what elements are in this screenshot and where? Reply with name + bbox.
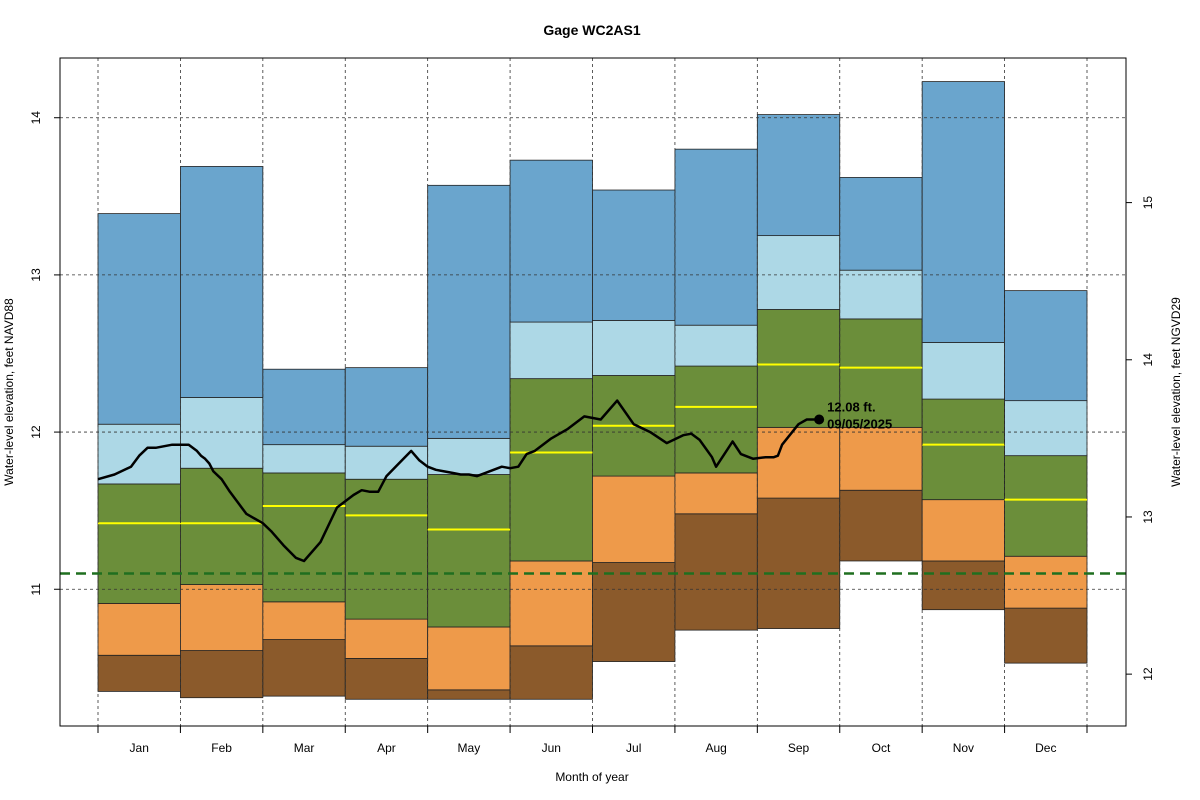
band-band1-dec [1004, 607, 1088, 664]
band-band2-jan [97, 603, 181, 656]
x-tick-label-feb: Feb [211, 741, 232, 755]
band-band1-may [427, 689, 511, 700]
band-band1-oct [839, 489, 923, 562]
x-axis: Jan Feb Mar Apr May Jun Jul Aug Sep Oct Nov Dec [97, 726, 1088, 755]
band-band5-aug [674, 148, 758, 326]
band-band5-oct [839, 177, 923, 271]
current-water-level-line [97, 399, 820, 563]
x-tick-label-jun: Jun [542, 741, 561, 755]
x-tick-label-oct: Oct [872, 741, 891, 755]
current-value-label: 12.08 ft. [827, 400, 875, 415]
band-band4-jun [509, 321, 593, 380]
band-band4-feb [180, 397, 264, 469]
band-band3-may [427, 474, 511, 628]
band-band4-oct [839, 269, 923, 320]
current-series-group: 12.08 ft. 09/05/2025 [97, 399, 892, 563]
x-tick-label-nov: Nov [953, 741, 974, 755]
band-band5-jul [592, 189, 676, 321]
y-axis-label-right: Water-level elevation, feet NGVD29 [1169, 297, 1183, 487]
band-band5-sep [756, 114, 841, 237]
y-axis-left: 11 12 13 14 [29, 111, 60, 596]
band-band3-dec [1004, 455, 1088, 557]
band-band2-aug [674, 472, 758, 515]
band-band2-jul [592, 475, 676, 563]
chart-title: Gage WC2AS1 [543, 22, 640, 38]
band-band4-jul [592, 320, 676, 376]
current-value-marker [814, 414, 825, 425]
x-tick-label-mar: Mar [294, 741, 315, 755]
band-band5-mar [262, 368, 346, 446]
band-band3-feb [180, 467, 264, 585]
band-band2-nov [921, 499, 1005, 562]
band-band2-jun [509, 560, 593, 647]
band-band1-jun [509, 645, 593, 700]
current-date-label: 09/05/2025 [827, 417, 892, 432]
band-band4-nov [921, 342, 1005, 400]
band-band5-apr [344, 367, 429, 447]
band-band1-feb [180, 650, 264, 699]
band-band2-oct [839, 426, 923, 491]
y-axis-label-left: Water-level elevation, feet NAVD88 [2, 298, 16, 486]
band-band2-sep [756, 426, 841, 499]
band-band3-sep [756, 309, 841, 428]
band-band3-jan [97, 483, 181, 604]
y-left-tick-label-13: 13 [29, 268, 43, 282]
band-band4-mar [262, 444, 346, 474]
band-band4-aug [674, 324, 758, 367]
band-band3-nov [921, 398, 1005, 501]
x-tick-label-dec: Dec [1035, 741, 1056, 755]
band-band2-may [427, 626, 511, 691]
band-band2-mar [262, 601, 346, 640]
x-tick-label-may: May [458, 741, 481, 755]
band-band1-mar [262, 639, 346, 697]
band-band2-apr [344, 618, 429, 659]
band-band5-jun [509, 159, 593, 323]
band-band1-jan [97, 654, 181, 692]
grid-lines [60, 58, 1126, 726]
y-right-tick-label-12: 12 [1141, 667, 1155, 681]
y-left-tick-label-14: 14 [29, 111, 43, 125]
band-band4-dec [1004, 400, 1088, 457]
band-band3-jun [509, 378, 593, 562]
x-tick-label-apr: Apr [377, 741, 396, 755]
band-band2-feb [180, 584, 264, 651]
band-band1-aug [674, 513, 758, 631]
band-band5-may [427, 184, 511, 439]
y-right-tick-label-13: 13 [1141, 510, 1155, 524]
band-band4-sep [756, 235, 841, 310]
band-band5-nov [921, 81, 1005, 343]
y-left-tick-label-11: 11 [29, 583, 43, 596]
y-left-tick-label-12: 12 [29, 425, 43, 439]
band-band4-apr [344, 445, 429, 480]
band-band1-sep [756, 497, 841, 629]
y-right-tick-label-15: 15 [1141, 196, 1155, 210]
x-tick-label-jan: Jan [130, 741, 149, 755]
median-lines [98, 363, 1087, 531]
y-axis-right: 12 13 14 15 [1126, 196, 1155, 681]
x-tick-label-sep: Sep [788, 741, 810, 755]
y-right-tick-label-14: 14 [1141, 353, 1155, 367]
band-band1-jul [592, 562, 676, 662]
percentile-bands [97, 81, 1088, 700]
band-band2-dec [1004, 555, 1088, 609]
band-band3-apr [344, 478, 429, 620]
band-band5-dec [1004, 290, 1088, 402]
x-tick-label-aug: Aug [705, 741, 726, 755]
band-band5-feb [180, 166, 264, 398]
x-tick-label-jul: Jul [626, 741, 641, 755]
x-axis-label: Month of year [555, 770, 628, 784]
band-band5-jan [97, 213, 181, 425]
band-band1-nov [921, 560, 1005, 611]
band-band1-apr [344, 658, 429, 700]
